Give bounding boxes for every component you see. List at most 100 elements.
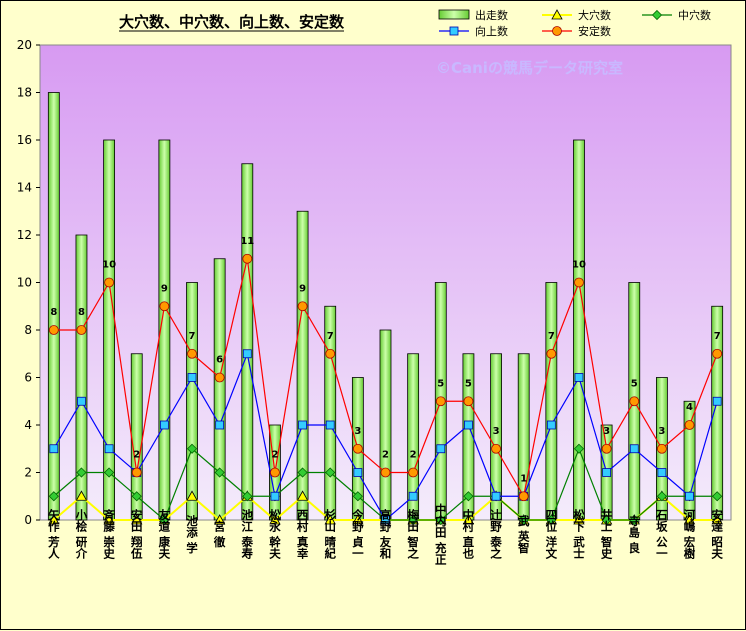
data-label: 5 — [437, 378, 444, 389]
legend-label: 出走数 — [475, 8, 508, 22]
x-tick-label: 宮 徹 — [213, 520, 227, 549]
data-point — [297, 467, 308, 478]
x-tick-label: 武 英智 — [517, 514, 531, 554]
data-point — [269, 514, 281, 525]
data-point — [518, 491, 529, 502]
data-point — [352, 443, 363, 454]
data-point — [546, 514, 557, 526]
data-point — [436, 444, 446, 454]
x-tick-label: 松永 幹夫 — [268, 508, 282, 560]
bar — [186, 282, 198, 521]
x-tick-label: 寺島 良 — [627, 514, 641, 554]
data-label: 7 — [714, 331, 721, 342]
data-point — [683, 514, 696, 525]
data-point — [159, 514, 170, 526]
x-tick-label: 河嶋 宏樹 — [683, 508, 697, 560]
data-point — [601, 443, 612, 454]
data-label: 3 — [603, 426, 610, 437]
data-label: 3 — [354, 426, 361, 437]
data-point — [552, 26, 562, 36]
data-label: 8 — [78, 307, 85, 318]
x-tick-label: 友道 康夫 — [157, 508, 171, 560]
data-label: 3 — [658, 426, 665, 437]
data-label: 11 — [240, 236, 254, 247]
data-point — [491, 443, 501, 454]
data-label: 2 — [133, 450, 140, 461]
data-point — [462, 514, 475, 525]
data-label: 2 — [382, 450, 389, 461]
data-label: 6 — [216, 355, 223, 366]
data-point — [463, 396, 474, 407]
bar — [213, 258, 226, 521]
legend-label: 大穴数 — [578, 8, 611, 22]
x-tick-label: 松下 武士 — [572, 508, 586, 559]
data-point — [297, 301, 308, 312]
data-point — [551, 9, 563, 20]
data-point — [324, 514, 336, 525]
bar — [545, 282, 558, 521]
watermark: ©Caniの競馬データ研究室 — [436, 59, 623, 77]
bar — [75, 234, 88, 521]
data-point — [48, 491, 59, 502]
bar — [683, 400, 696, 521]
data-point — [242, 253, 253, 264]
data-label: 4 — [686, 402, 693, 413]
bar — [490, 353, 502, 521]
data-label: 9 — [161, 283, 168, 294]
x-tick-label: 中村 直也 — [461, 508, 475, 560]
data-point — [325, 420, 335, 430]
y-tick-label: 2 — [24, 466, 32, 480]
data-point — [103, 514, 115, 525]
x-tick-label: 西村 真幸 — [296, 509, 310, 560]
data-label: 5 — [631, 378, 638, 389]
data-point — [449, 26, 459, 36]
data-point — [601, 514, 612, 526]
chart-title: 大穴数、中穴数、向上数、安定数 — [119, 13, 345, 31]
data-point — [213, 514, 226, 525]
x-tick-label: 中内田 充正 — [434, 502, 448, 565]
data-point — [75, 490, 88, 501]
x-tick-label: 小桧 研介 — [74, 508, 88, 559]
data-point — [325, 467, 336, 478]
data-point — [435, 514, 446, 526]
bar — [573, 139, 585, 521]
data-point — [380, 467, 391, 478]
data-point — [131, 514, 143, 525]
data-point — [159, 420, 169, 430]
legend-label: 安定数 — [578, 24, 611, 38]
data-point — [298, 420, 307, 430]
bar — [296, 210, 309, 521]
data-point — [48, 514, 60, 525]
data-point — [712, 491, 723, 502]
y-axis: 0 2 4 6 8 10 12 14 16 18 20 — [17, 38, 40, 527]
data-point — [546, 420, 556, 430]
data-point — [657, 468, 667, 477]
x-tick-label: 池添 学 — [185, 514, 199, 554]
data-label: 9 — [299, 283, 306, 294]
x-axis: 矢作 芳人 小桧 研介 斉藤 崇史 安田 翔伍 友道 康夫 池添 学宮 徹池江 泰寿 松永 … — [47, 502, 724, 565]
data-point — [76, 325, 87, 335]
legend-swatch — [438, 9, 470, 20]
line-series — [48, 253, 723, 526]
data-label: 1 — [520, 473, 527, 484]
data-point — [353, 468, 363, 477]
data-point — [518, 514, 529, 526]
data-point — [49, 444, 59, 454]
x-tick-label: 井上 智史 — [600, 508, 614, 560]
x-tick-label: 辻野 泰之 — [489, 508, 503, 560]
data-point — [573, 443, 585, 454]
data-point — [629, 396, 640, 407]
y-tick-label: 10 — [17, 276, 32, 290]
data-point — [657, 443, 667, 454]
x-tick-label: 矢作 芳人 — [47, 508, 61, 559]
data-point — [712, 348, 723, 359]
x-tick-label: 安田 翔伍 — [130, 508, 144, 560]
data-point — [131, 491, 142, 502]
data-point — [656, 491, 667, 502]
data-point — [77, 396, 86, 406]
data-point — [270, 491, 280, 501]
data-label: 10 — [102, 260, 116, 271]
